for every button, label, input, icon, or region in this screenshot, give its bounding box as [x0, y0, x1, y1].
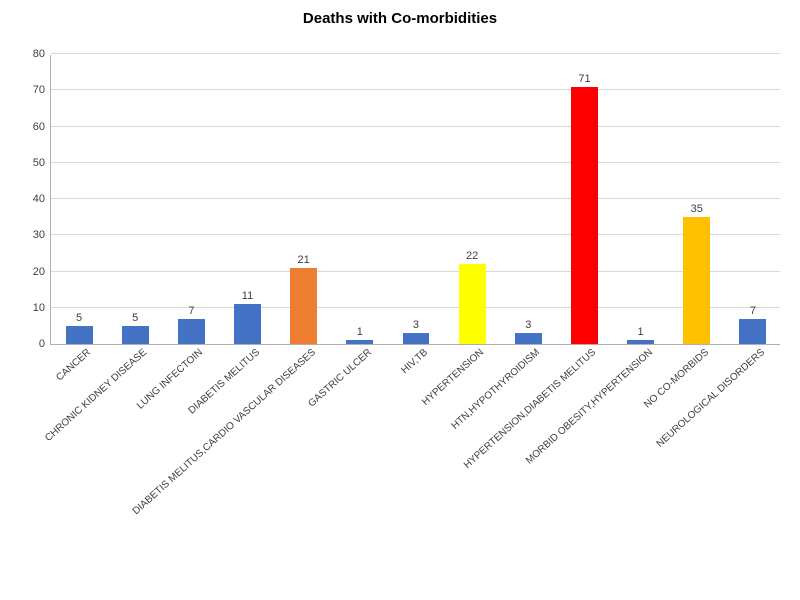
bar-value-label: 71: [578, 73, 590, 87]
gridline: [51, 53, 780, 54]
ytick-label: 80: [33, 48, 51, 60]
ytick-label: 50: [33, 157, 51, 169]
xtick-label: NEUROLOGICAL DISORDERS: [655, 347, 767, 450]
xtick-label: CANCER: [54, 347, 93, 383]
gridline: [51, 307, 780, 308]
chart-title: Deaths with Co-morbidities: [0, 0, 800, 27]
chart-container: Deaths with Co-morbidities 0102030405060…: [0, 0, 800, 600]
xtick-label: HIV,TB: [399, 347, 430, 376]
bar-value-label: 3: [525, 319, 531, 333]
ytick-label: 40: [33, 193, 51, 205]
xtick-label: CHRONIC KIDNEY DISEASE: [43, 347, 149, 444]
bar-value-label: 35: [691, 203, 703, 217]
gridline: [51, 198, 780, 199]
bar-value-label: 1: [357, 326, 363, 340]
ytick-label: 30: [33, 229, 51, 241]
bar: 7: [178, 319, 205, 344]
bar-value-label: 7: [188, 305, 194, 319]
bar: 11: [234, 304, 261, 344]
bar: 1: [627, 340, 654, 344]
ytick-label: 20: [33, 266, 51, 278]
ytick-label: 0: [39, 338, 51, 350]
gridline: [51, 234, 780, 235]
bar: 22: [459, 264, 486, 344]
bar-value-label: 21: [298, 254, 310, 268]
bar-value-label: 5: [132, 312, 138, 326]
plot-area: 010203040506070805CANCER5CHRONIC KIDNEY …: [50, 55, 780, 345]
xtick-label: MORBID OBESITY,HYPERTENSION: [524, 347, 655, 466]
bar: 21: [290, 268, 317, 344]
bar: 5: [66, 326, 93, 344]
bar-value-label: 1: [638, 326, 644, 340]
bar: 3: [515, 333, 542, 344]
xtick-label: DIABETIS MELITUS,CARDIO VASCULAR DISEASE…: [130, 347, 317, 517]
bar: 71: [571, 87, 598, 344]
gridline: [51, 126, 780, 127]
bar-value-label: 22: [466, 250, 478, 264]
gridline: [51, 89, 780, 90]
bar-value-label: 5: [76, 312, 82, 326]
bar-value-label: 11: [242, 290, 253, 304]
gridline: [51, 162, 780, 163]
bar: 3: [403, 333, 430, 344]
bar-value-label: 7: [750, 305, 756, 319]
bar: 35: [683, 217, 710, 344]
ytick-label: 70: [33, 84, 51, 96]
gridline: [51, 271, 780, 272]
bar: 7: [739, 319, 766, 344]
bar: 1: [346, 340, 373, 344]
ytick-label: 60: [33, 121, 51, 133]
bar: 5: [122, 326, 149, 344]
bar-value-label: 3: [413, 319, 419, 333]
ytick-label: 10: [33, 302, 51, 314]
